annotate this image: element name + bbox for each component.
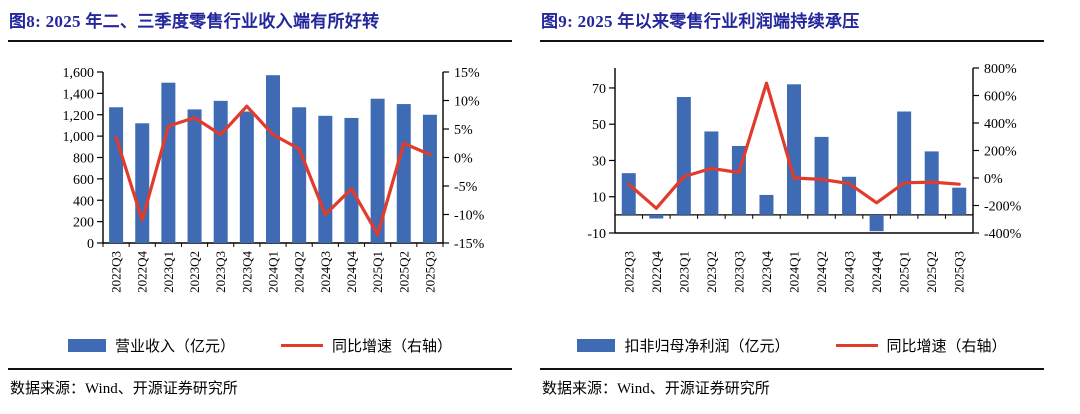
figure9-panel: 图9: 2025 年以来零售行业利润端持续承压 -10 10 30 50 70 -400%…: [540, 8, 1044, 398]
figure8-title: 图8: 2025 年二、三季度零售行业收入端有所好转: [8, 8, 512, 42]
svg-text:2025Q1: 2025Q1: [897, 251, 912, 293]
svg-text:1,000: 1,000: [63, 130, 95, 145]
svg-text:-10: -10: [587, 227, 606, 242]
svg-text:800: 800: [73, 152, 94, 167]
svg-text:10%: 10%: [454, 95, 480, 110]
svg-text:-200%: -200%: [984, 200, 1022, 215]
figure8-legend: 营业收入（亿元） 同比增速（右轴）: [8, 334, 512, 356]
svg-text:-400%: -400%: [984, 227, 1022, 242]
svg-text:70: 70: [592, 82, 606, 97]
legend-item-line: 同比增速（右轴）: [835, 335, 1007, 356]
bar-swatch-icon: [67, 338, 106, 352]
line-marker-icon: [281, 343, 323, 347]
svg-text:2023Q4: 2023Q4: [239, 251, 254, 293]
svg-text:2024Q2: 2024Q2: [814, 251, 829, 293]
legend-line-label: 同比增速（右轴）: [886, 338, 1007, 355]
svg-text:2024Q1: 2024Q1: [787, 251, 802, 293]
svg-text:400%: 400%: [984, 117, 1017, 132]
figure8-source: 数据来源：Wind、开源证券研究所: [8, 368, 512, 398]
svg-text:2025Q2: 2025Q2: [396, 251, 411, 293]
svg-text:2024Q2: 2024Q2: [292, 251, 307, 293]
svg-text:2024Q3: 2024Q3: [842, 251, 857, 293]
svg-text:1,400: 1,400: [63, 87, 95, 102]
legend-item-bar: 营业收入（亿元）: [67, 335, 235, 356]
svg-text:400: 400: [73, 194, 94, 209]
svg-text:2022Q4: 2022Q4: [135, 251, 150, 293]
svg-text:15%: 15%: [454, 66, 480, 81]
svg-text:2022Q3: 2022Q3: [621, 251, 636, 293]
legend-bar-label: 扣非归母净利润（亿元）: [624, 338, 790, 355]
bar-swatch-icon: [577, 338, 616, 352]
revenue-chart: 0 200 400 600 800 1,000 1,200 1,400 1,600 -15% -10…: [63, 66, 485, 293]
svg-text:2023Q2: 2023Q2: [187, 251, 202, 293]
svg-text:5%: 5%: [454, 123, 473, 138]
svg-text:800%: 800%: [984, 62, 1017, 77]
svg-text:1,200: 1,200: [63, 109, 95, 124]
svg-text:2023Q3: 2023Q3: [731, 251, 746, 293]
svg-text:2025Q3: 2025Q3: [952, 251, 967, 293]
svg-text:2023Q4: 2023Q4: [759, 251, 774, 293]
svg-text:200%: 200%: [984, 145, 1017, 160]
legend-bar-label: 营业收入（亿元）: [114, 338, 235, 355]
svg-text:2023Q2: 2023Q2: [704, 251, 719, 293]
svg-text:2024Q1: 2024Q1: [266, 251, 281, 293]
svg-text:200: 200: [73, 216, 94, 231]
figure9-source: 数据来源：Wind、开源证券研究所: [540, 368, 1044, 398]
svg-text:2025Q1: 2025Q1: [370, 251, 385, 293]
svg-text:50: 50: [592, 118, 606, 133]
figure9-legend: 扣非归母净利润（亿元） 同比增速（右轴）: [540, 334, 1044, 356]
svg-text:2024Q3: 2024Q3: [318, 251, 333, 293]
svg-text:1,600: 1,600: [63, 66, 95, 81]
svg-text:10: 10: [592, 191, 606, 206]
svg-text:2023Q3: 2023Q3: [213, 251, 228, 293]
svg-text:2025Q3: 2025Q3: [422, 251, 437, 293]
svg-text:2023Q1: 2023Q1: [676, 251, 691, 293]
svg-text:-5%: -5%: [454, 180, 478, 195]
svg-text:600%: 600%: [984, 90, 1017, 105]
svg-text:30: 30: [592, 154, 606, 169]
legend-item-line: 同比增速（右轴）: [281, 335, 452, 356]
svg-text:0: 0: [87, 237, 94, 252]
figure-row: 图8: 2025 年二、三季度零售行业收入端有所好转 0 200 400 600 800…: [8, 8, 1044, 398]
figure9-title: 图9: 2025 年以来零售行业利润端持续承压: [540, 8, 1044, 42]
svg-text:0%: 0%: [454, 152, 473, 167]
figure8-panel: 图8: 2025 年二、三季度零售行业收入端有所好转 0 200 400 600 800…: [8, 8, 512, 398]
svg-text:-10%: -10%: [454, 209, 485, 224]
svg-text:2022Q3: 2022Q3: [109, 251, 124, 293]
legend-line-label: 同比增速（右轴）: [332, 338, 453, 355]
svg-text:0%: 0%: [984, 172, 1003, 187]
profit-chart: -10 10 30 50 70 -400% -200% 0% 200% 400% 600% 800% 2…: [587, 62, 1022, 293]
svg-text:2025Q2: 2025Q2: [924, 251, 939, 293]
svg-text:2024Q4: 2024Q4: [344, 251, 359, 293]
svg-text:2023Q1: 2023Q1: [161, 251, 176, 293]
svg-text:-15%: -15%: [454, 237, 485, 252]
svg-text:600: 600: [73, 173, 94, 188]
svg-text:2024Q4: 2024Q4: [869, 251, 884, 293]
legend-item-bar: 扣非归母净利润（亿元）: [577, 335, 790, 356]
svg-text:2022Q4: 2022Q4: [649, 251, 664, 293]
line-marker-icon: [835, 343, 878, 347]
